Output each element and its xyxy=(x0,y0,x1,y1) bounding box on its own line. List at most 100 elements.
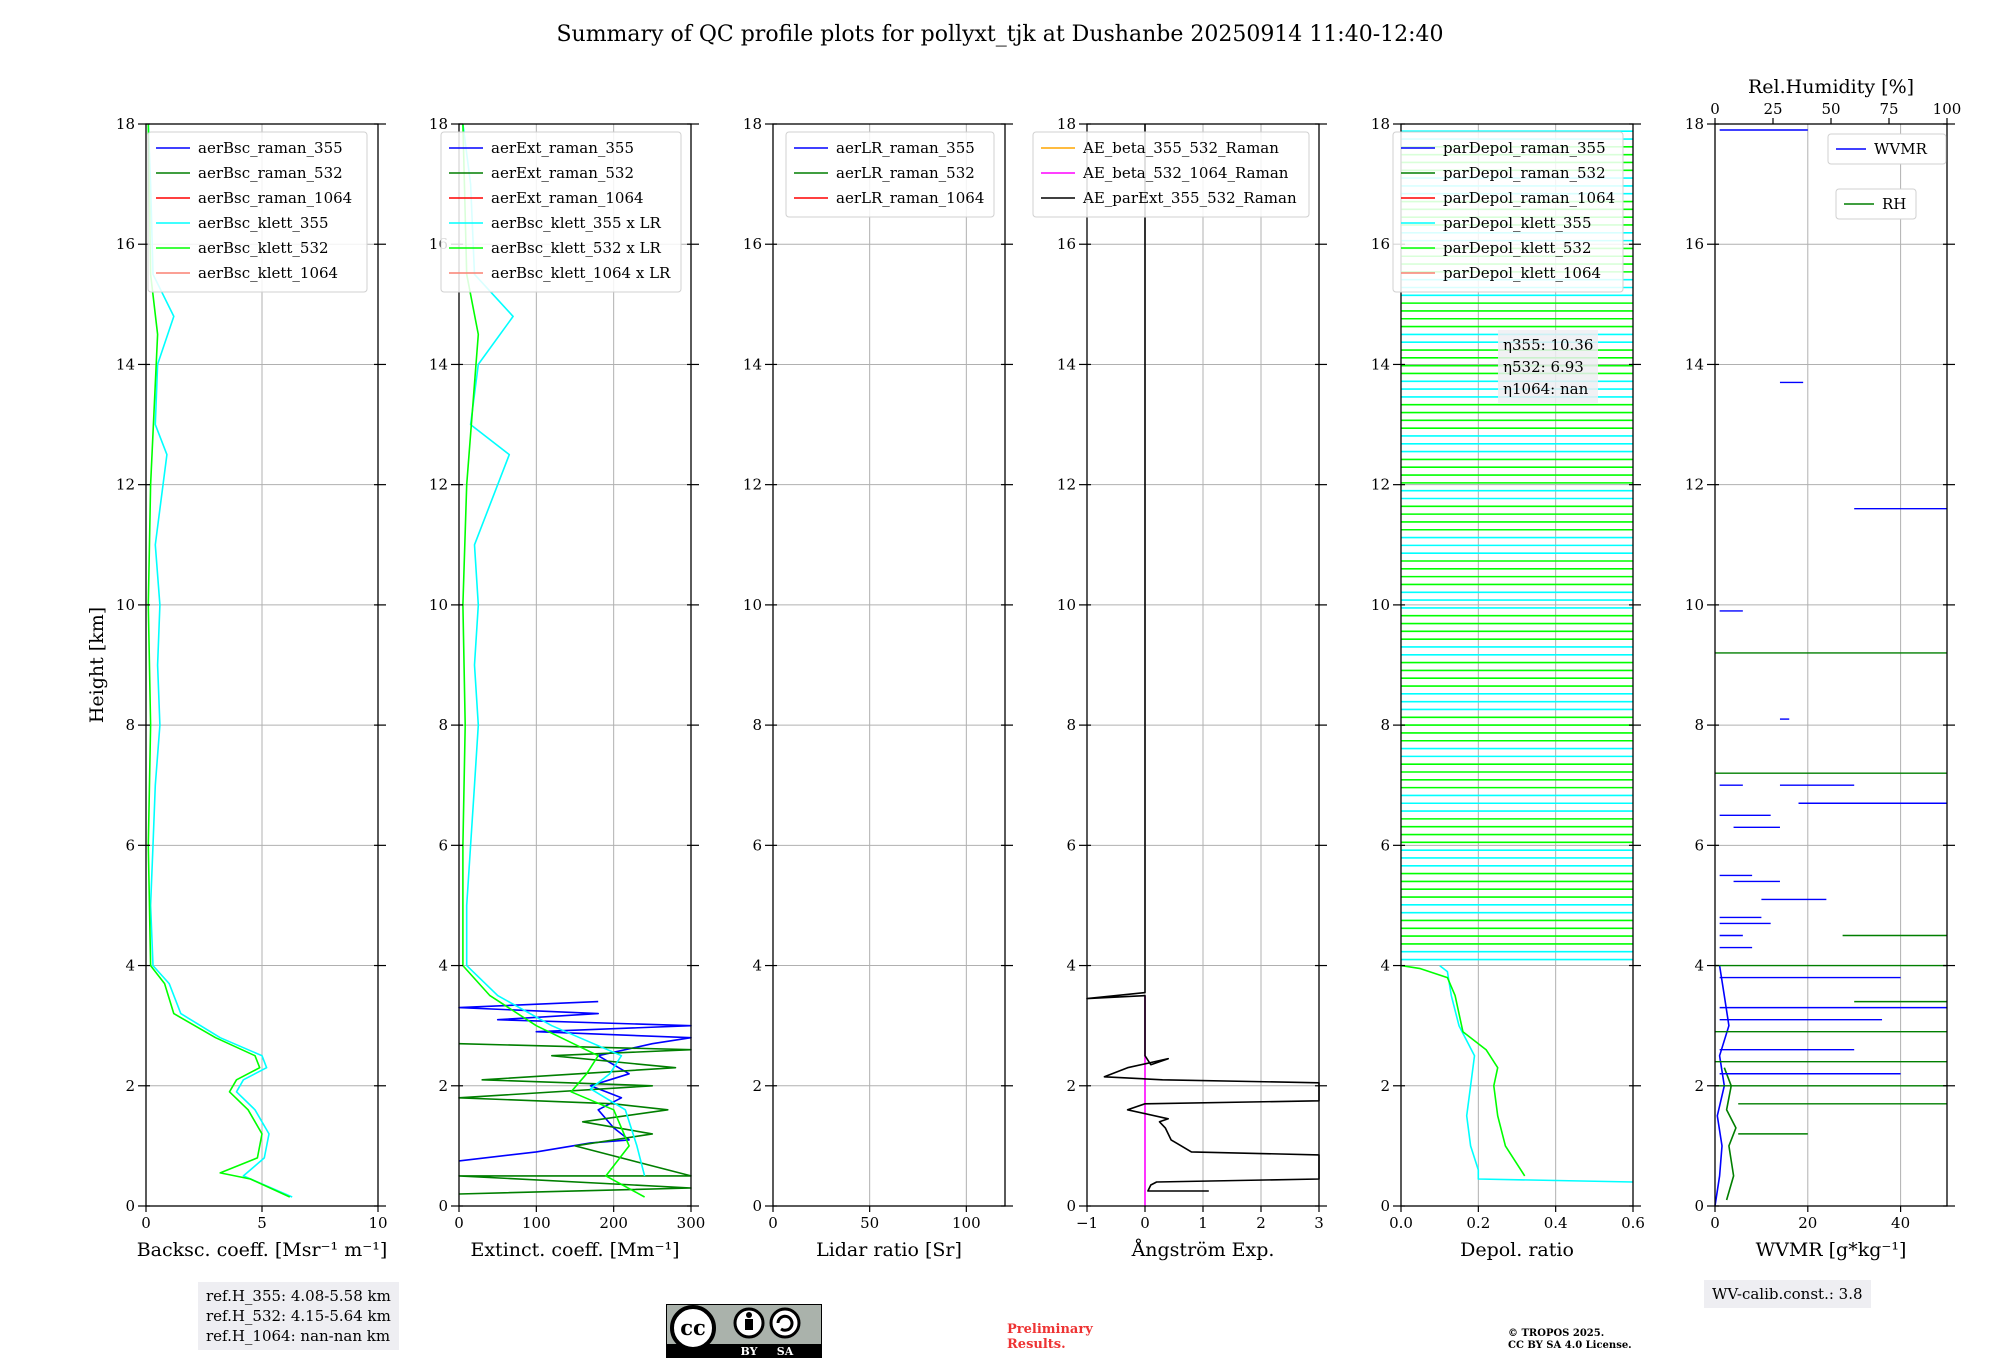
x-tick-label: 0 xyxy=(1140,1214,1150,1232)
top-tick-label: 0 xyxy=(1710,100,1720,118)
copyright-line-2: CC BY SA 4.0 License. xyxy=(1508,1340,1632,1351)
legend-label: parDepol_raman_1064 xyxy=(1443,189,1615,207)
y-tick-label: 10 xyxy=(1371,596,1390,614)
legend-label: parDepol_raman_355 xyxy=(1443,139,1606,157)
axes-frame xyxy=(458,123,692,1207)
y-tick-label: 18 xyxy=(429,115,448,133)
series-line-aerExt_raman_355 xyxy=(458,1000,692,1162)
legend-label: parDepol_raman_532 xyxy=(1443,164,1606,182)
legend-label: aerBsc_raman_355 xyxy=(198,139,343,157)
y-tick-label: 16 xyxy=(116,235,135,253)
reference-heights-box: ref.H_355: 4.08-5.58 km ref.H_532: 4.15-… xyxy=(198,1282,399,1350)
y-tick-label: 12 xyxy=(1057,476,1076,494)
x-tick-label: −1 xyxy=(1076,1214,1098,1232)
panel-1: 0 2 4 6 8 10 12 14 16 18 0 5 10 Backsc. coeff. [Msr⁻¹… xyxy=(116,115,388,1261)
y-tick-label: 16 xyxy=(1057,235,1076,253)
y-tick-label: 6 xyxy=(752,836,762,854)
x-tick-label: 10 xyxy=(368,1214,387,1232)
y-tick-label: 6 xyxy=(125,836,135,854)
legend-label: aerLR_raman_355 xyxy=(836,139,975,157)
y-tick-label: 14 xyxy=(1371,355,1390,373)
series-line-parDepol_klett_532 xyxy=(1400,964,1526,1177)
legend-box xyxy=(785,131,995,218)
y-tick-label: 4 xyxy=(1066,957,1076,975)
legend-box xyxy=(1392,131,1624,293)
x-tick-label: 40 xyxy=(1891,1214,1910,1232)
legend-label: aerLR_raman_532 xyxy=(836,164,975,182)
x-tick-label: 0 xyxy=(141,1214,151,1232)
legend-label: RH xyxy=(1882,195,1906,213)
panel-5: 0 2 4 6 8 10 12 14 16 18 0.0 0.2 0.4 0.6 Depol. ratio p… xyxy=(1371,115,1645,1261)
y-tick-label: 6 xyxy=(1694,836,1704,854)
y-tick-label: 4 xyxy=(125,957,135,975)
x-tick-label: 100 xyxy=(522,1214,551,1232)
eta-annotation-box xyxy=(1498,330,1598,404)
series-line-RH xyxy=(1723,1067,1737,1201)
eta-annotation-line: η532: 6.93 xyxy=(1503,358,1584,376)
y-tick-label: 0 xyxy=(1694,1197,1704,1215)
legend-label: aerBsc_klett_1064 x LR xyxy=(491,264,671,282)
y-tick-label: 8 xyxy=(1694,716,1704,734)
y-tick-label: 8 xyxy=(125,716,135,734)
legend-label: AE_beta_532_1064_Raman xyxy=(1082,164,1289,182)
y-tick-label: 8 xyxy=(752,716,762,734)
sa-badge-label: SA xyxy=(777,1345,794,1358)
x-axis-label: Depol. ratio xyxy=(1460,1239,1574,1261)
y-tick-label: 12 xyxy=(1685,476,1704,494)
y-tick-label: 6 xyxy=(1066,836,1076,854)
x-tick-label: 5 xyxy=(257,1214,267,1232)
x-tick-label: 300 xyxy=(677,1214,706,1232)
y-tick-label: 12 xyxy=(743,476,762,494)
y-tick-label: 12 xyxy=(429,476,448,494)
y-tick-label: 16 xyxy=(1685,235,1704,253)
legend-label: aerBsc_raman_532 xyxy=(198,164,343,182)
preliminary-line-1: Preliminary xyxy=(1007,1322,1093,1337)
cc-by-sa-license-badge: cc BY SA xyxy=(666,1304,822,1358)
legend-label: aerExt_raman_532 xyxy=(491,164,634,182)
preliminary-note: Preliminary Results. xyxy=(1007,1322,1093,1352)
legend-label: parDepol_klett_532 xyxy=(1443,239,1592,257)
x-tick-label: 0.4 xyxy=(1544,1214,1568,1232)
y-tick-label: 2 xyxy=(1066,1077,1076,1095)
series-line-aerBsc_klett_355 x LR xyxy=(462,123,646,1177)
series-line-aerBsc_klett_355 xyxy=(147,123,293,1198)
x-tick-label: 20 xyxy=(1798,1214,1817,1232)
x-tick-label: 0.6 xyxy=(1621,1214,1645,1232)
y-axis-label: Height [km] xyxy=(86,607,108,723)
y-tick-label: 14 xyxy=(1685,355,1704,373)
x-tick-label: 50 xyxy=(860,1214,879,1232)
ref-height-355: ref.H_355: 4.08-5.58 km xyxy=(206,1287,391,1305)
x-tick-label: 0 xyxy=(1710,1214,1720,1232)
x-axis-label: WVMR [g*kg⁻¹] xyxy=(1756,1239,1907,1261)
y-tick-label: 14 xyxy=(743,355,762,373)
top-tick-label: 50 xyxy=(1821,100,1840,118)
y-tick-label: 18 xyxy=(1685,115,1704,133)
x-tick-label: 3 xyxy=(1314,1214,1324,1232)
y-tick-label: 4 xyxy=(1380,957,1390,975)
x-tick-label: 200 xyxy=(599,1214,628,1232)
y-tick-label: 8 xyxy=(1066,716,1076,734)
y-tick-label: 4 xyxy=(1694,957,1704,975)
x-tick-label: 2 xyxy=(1256,1214,1266,1232)
copyright-note: © TROPOS 2025. CC BY SA 4.0 License. xyxy=(1508,1328,1632,1352)
y-tick-label: 4 xyxy=(752,957,762,975)
legend-label: aerBsc_raman_1064 xyxy=(198,189,352,207)
panel-3: 0 2 4 6 8 10 12 14 16 18 0 50 100 Lidar ratio [Sr] aer… xyxy=(743,115,1013,1261)
legend-label: aerExt_raman_355 xyxy=(491,139,634,157)
legend-box xyxy=(1835,188,1917,220)
y-tick-label: 2 xyxy=(1380,1077,1390,1095)
y-tick-label: 10 xyxy=(429,596,448,614)
top-axis-label: Rel.Humidity [%] xyxy=(1748,76,1914,98)
x-tick-label: 1 xyxy=(1198,1214,1208,1232)
eta-annotation-line: η355: 10.36 xyxy=(1503,336,1593,354)
cc-badge-label: cc xyxy=(680,1315,706,1340)
y-tick-label: 14 xyxy=(1057,355,1076,373)
legend-box xyxy=(147,131,368,293)
x-tick-label: 0.2 xyxy=(1466,1214,1490,1232)
y-tick-label: 12 xyxy=(1371,476,1390,494)
preliminary-line-2: Results. xyxy=(1007,1337,1066,1352)
y-tick-label: 2 xyxy=(752,1077,762,1095)
